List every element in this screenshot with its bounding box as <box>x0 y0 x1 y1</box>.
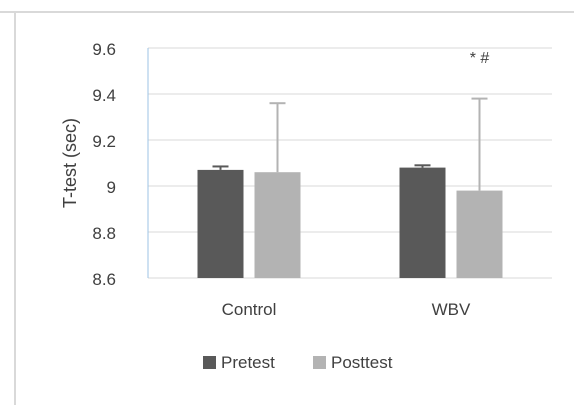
error-bars <box>212 97 488 191</box>
legend-swatch-posttest <box>313 356 326 369</box>
y-tick-label: 9 <box>107 178 116 197</box>
bars <box>197 167 503 278</box>
bar-pretest-control <box>197 169 244 278</box>
x-tick-labels: Control WBV <box>222 300 471 319</box>
bar-pretest-wbv <box>399 167 446 278</box>
legend-label-pretest: Pretest <box>221 353 275 372</box>
frame-border-left <box>14 11 16 405</box>
legend-label-posttest: Posttest <box>331 353 393 372</box>
y-tick-label: 8.6 <box>92 270 116 289</box>
frame-border-top <box>0 11 574 13</box>
legend-swatch-pretest <box>203 356 216 369</box>
y-tick-label: 9.4 <box>92 86 116 105</box>
bar-posttest-wbv <box>456 190 503 278</box>
x-tick-label: WBV <box>432 300 471 319</box>
legend: Pretest Posttest <box>203 353 393 372</box>
y-axis-label: T-test (sec) <box>60 118 80 208</box>
significance-annotation: * # <box>470 50 490 67</box>
y-tick-label: 9.6 <box>92 40 116 59</box>
x-tick-label: Control <box>222 300 277 319</box>
annotations: * # <box>470 50 490 67</box>
y-tick-label: 8.8 <box>92 224 116 243</box>
y-tick-label: 9.2 <box>92 132 116 151</box>
bar-posttest-control <box>254 172 301 278</box>
y-tick-labels: 8.6 8.8 9 9.2 9.4 9.6 <box>92 40 116 289</box>
